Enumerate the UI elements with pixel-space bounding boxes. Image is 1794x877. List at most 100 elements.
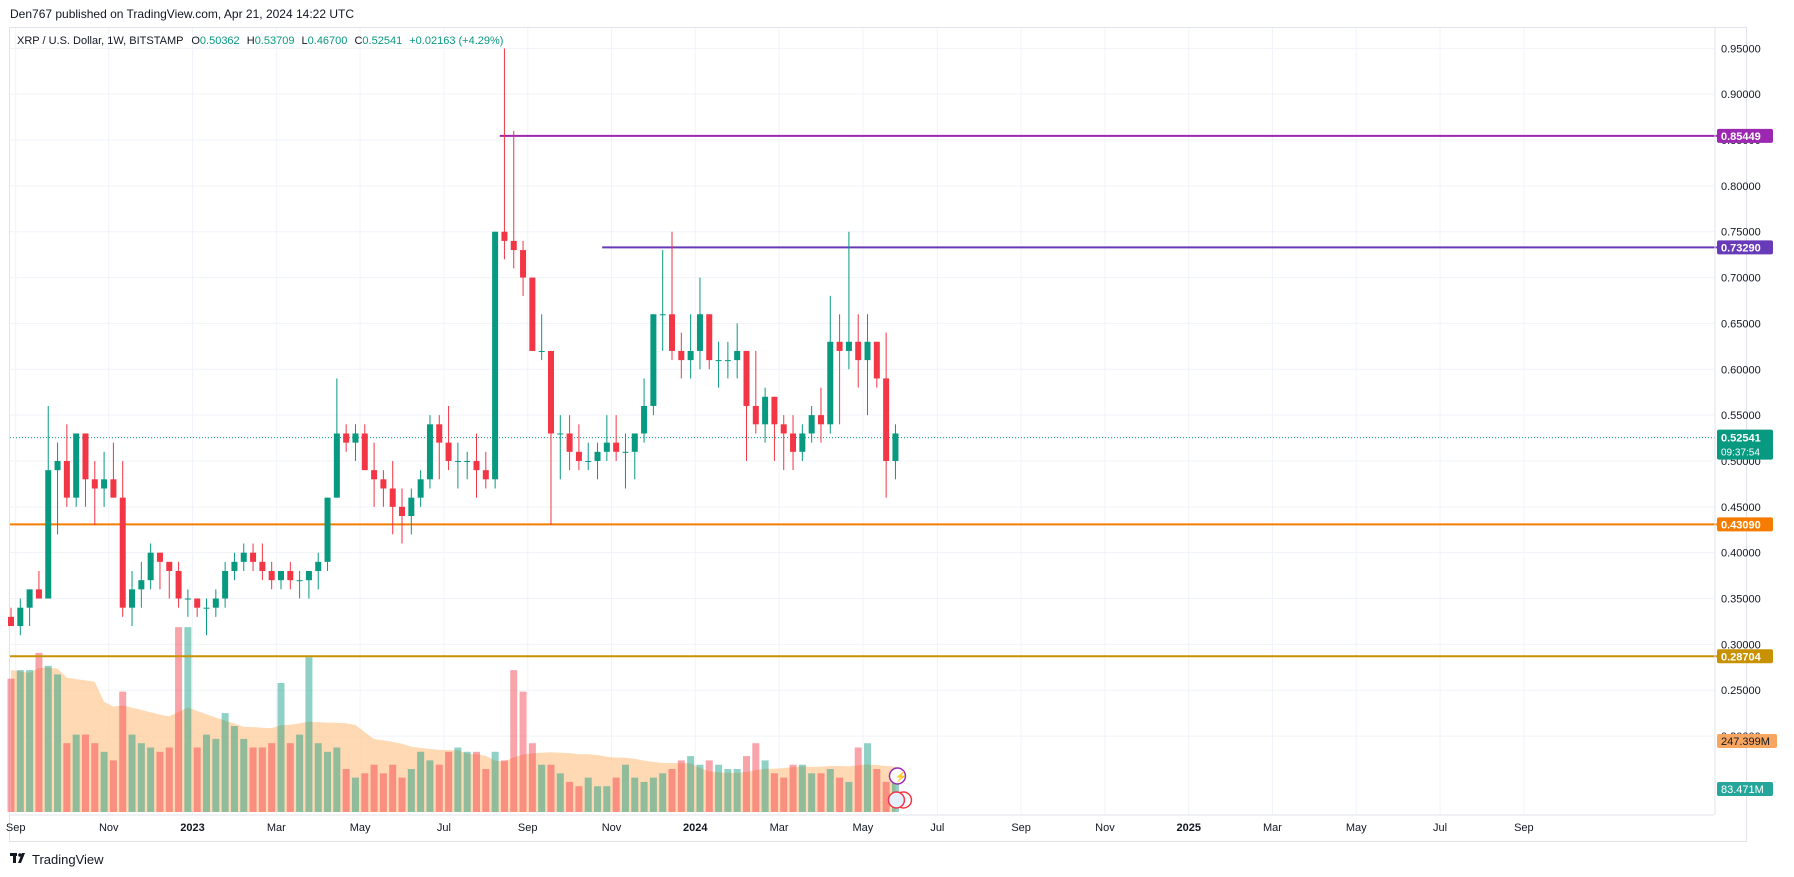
candle-body[interactable] [371, 470, 378, 480]
candle-body[interactable] [734, 350, 741, 361]
candle-body[interactable] [8, 616, 14, 627]
footer-brand[interactable]: TradingView [10, 852, 104, 867]
volume-ma-tag[interactable] [1717, 734, 1777, 748]
candle-body[interactable] [240, 552, 247, 562]
candle-body[interactable] [231, 561, 238, 572]
candle-body[interactable] [575, 451, 582, 461]
candle-body[interactable] [147, 552, 154, 581]
candle-body[interactable] [752, 405, 759, 425]
volume-last-tag[interactable] [1717, 782, 1773, 796]
candle-body[interactable] [547, 350, 554, 434]
candle-body[interactable] [799, 433, 806, 452]
candle-body[interactable] [845, 341, 852, 351]
candle-body[interactable] [566, 433, 573, 452]
candle-body[interactable] [613, 442, 620, 452]
candle-body[interactable] [585, 460, 592, 462]
candle-body[interactable] [212, 598, 219, 608]
candle-body[interactable] [17, 607, 24, 627]
candle-body[interactable] [259, 561, 266, 572]
candle-body[interactable] [492, 231, 499, 480]
candle-body[interactable] [808, 415, 815, 434]
candle-body[interactable] [445, 442, 452, 461]
candle-body[interactable] [101, 479, 108, 489]
candle-body[interactable] [119, 497, 126, 608]
candle-body[interactable] [520, 250, 527, 278]
candle-body[interactable] [501, 231, 508, 241]
last-price-tag[interactable] [1717, 429, 1773, 460]
us-flag-event-icon-2[interactable] [887, 791, 906, 809]
candle-body[interactable] [892, 433, 899, 461]
candle-body[interactable] [883, 378, 890, 461]
candle-body[interactable] [26, 589, 33, 608]
candle-body[interactable] [631, 433, 638, 452]
level-price-tag[interactable] [1717, 128, 1773, 143]
candle-body[interactable] [352, 433, 359, 443]
candle-body[interactable] [408, 497, 415, 516]
candle-body[interactable] [594, 451, 601, 461]
candle-body[interactable] [82, 433, 89, 480]
candle-body[interactable] [277, 571, 284, 581]
candle-body[interactable] [715, 360, 722, 362]
candle-body[interactable] [343, 433, 350, 443]
candle-body[interactable] [482, 470, 489, 480]
candle-body[interactable] [864, 341, 871, 361]
candle-body[interactable] [454, 460, 461, 462]
candle-body[interactable] [63, 460, 70, 498]
candle-body[interactable] [91, 479, 98, 489]
candle-body[interactable] [194, 598, 201, 608]
candle-body[interactable] [315, 561, 322, 572]
candle-body[interactable] [855, 341, 862, 361]
candle-body[interactable] [790, 433, 797, 452]
candle-body[interactable] [687, 350, 694, 361]
candle-body[interactable] [222, 571, 229, 599]
candle-body[interactable] [324, 497, 331, 562]
candle-body[interactable] [389, 488, 396, 507]
candle-body[interactable] [510, 240, 517, 251]
level-price-tag[interactable] [1717, 649, 1773, 664]
candle-body[interactable] [669, 314, 676, 351]
candle-body[interactable] [380, 479, 387, 489]
level-price-tag[interactable] [1717, 240, 1773, 255]
candle-body[interactable] [129, 589, 136, 608]
candle-body[interactable] [268, 571, 275, 581]
candle-body[interactable] [436, 424, 443, 443]
candle-body[interactable] [203, 607, 210, 609]
candle-body[interactable] [678, 350, 685, 361]
lightning-event-icon[interactable] [888, 767, 907, 785]
candle-body[interactable] [538, 350, 545, 352]
candle-body[interactable] [156, 552, 163, 562]
candle-body[interactable] [622, 451, 629, 453]
candle-body[interactable] [557, 433, 564, 435]
candle-body[interactable] [762, 396, 769, 425]
candle-body[interactable] [175, 571, 182, 599]
candle-body[interactable] [650, 314, 657, 406]
candle-body[interactable] [473, 460, 480, 471]
candle-body[interactable] [827, 341, 834, 425]
candle-body[interactable] [817, 415, 824, 425]
candle-body[interactable] [771, 396, 778, 425]
candle-body[interactable] [603, 442, 610, 452]
candle-body[interactable] [184, 598, 191, 600]
candle-body[interactable] [54, 460, 61, 471]
candle-body[interactable] [780, 424, 787, 434]
candle-body[interactable] [333, 433, 340, 498]
candle-body[interactable] [361, 433, 368, 471]
candle-body[interactable] [743, 350, 750, 406]
level-price-tag[interactable] [1717, 517, 1773, 532]
candle-body[interactable] [659, 314, 666, 316]
candle-body[interactable] [724, 360, 731, 362]
candle-body[interactable] [35, 589, 42, 599]
candle-body[interactable] [399, 506, 406, 516]
candle-body[interactable] [529, 277, 536, 351]
candle-body[interactable] [305, 571, 312, 581]
candle-body[interactable] [73, 433, 80, 498]
candle-body[interactable] [110, 479, 117, 498]
candle-body[interactable] [696, 314, 703, 351]
candle-body[interactable] [138, 580, 145, 590]
candle-body[interactable] [706, 314, 713, 361]
candle-body[interactable] [166, 561, 173, 572]
candle-body[interactable] [417, 479, 424, 498]
candle-body[interactable] [45, 470, 52, 599]
candle-body[interactable] [426, 424, 433, 480]
candle-body[interactable] [464, 460, 471, 462]
